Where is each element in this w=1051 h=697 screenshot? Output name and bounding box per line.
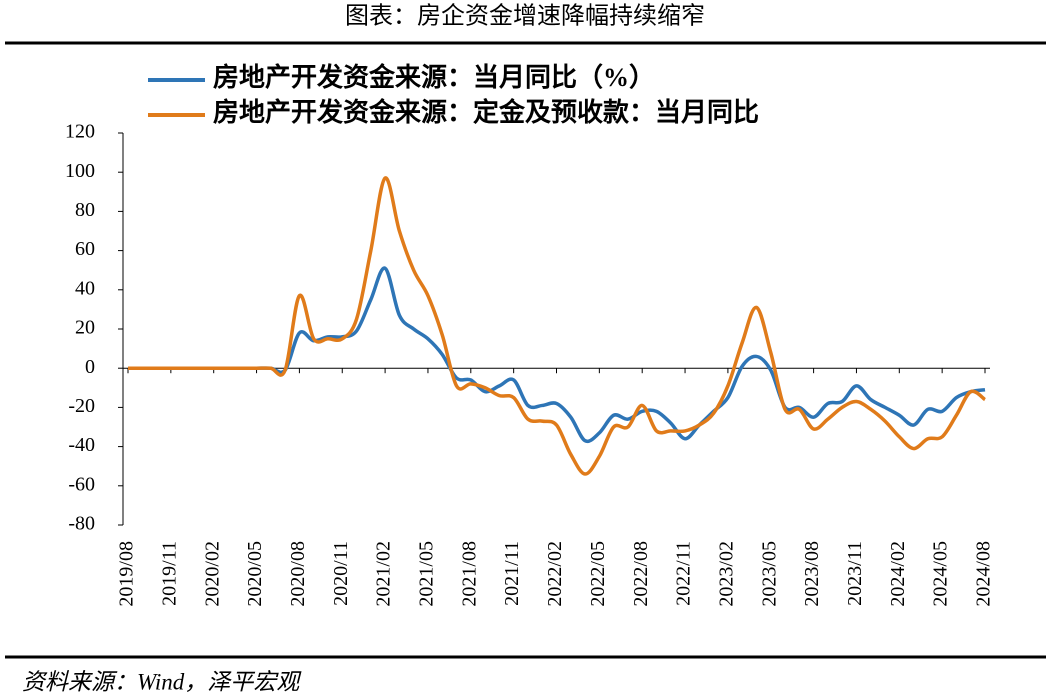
- x-tick-label: 2024/08: [973, 541, 995, 607]
- x-tick-label: 2024/05: [930, 541, 952, 607]
- chart-title: 图表：房企资金增速降幅持续缩窄: [345, 3, 705, 30]
- x-tick-label: 2023/11: [844, 541, 866, 606]
- x-tick-label: 2022/05: [587, 541, 609, 607]
- y-tick-label: 60: [75, 238, 95, 260]
- y-tick-label: -20: [68, 395, 95, 417]
- x-tick-label: 2022/08: [630, 541, 652, 607]
- x-tick-label: 2023/02: [715, 541, 737, 607]
- x-tick-label: 2020/11: [330, 541, 352, 606]
- y-tick-label: 100: [65, 160, 95, 182]
- x-tick-label: 2023/08: [801, 541, 823, 607]
- x-tick-label: 2019/11: [158, 541, 180, 606]
- y-tick-label: 120: [65, 121, 95, 143]
- source-note: 资料来源：Wind，泽平宏观: [22, 669, 302, 694]
- y-tick-label: -60: [68, 473, 95, 495]
- x-tick-label: 2021/11: [501, 541, 523, 606]
- x-tick-label: 2020/08: [287, 541, 309, 607]
- y-tick-label: 80: [75, 199, 95, 221]
- x-tick-label: 2022/11: [673, 541, 695, 606]
- x-tick-label: 2019/08: [116, 541, 138, 607]
- y-tick-label: -40: [68, 434, 95, 456]
- y-tick-label: -80: [68, 513, 95, 535]
- series-line: [128, 176, 987, 476]
- x-tick-label: 2024/02: [887, 541, 909, 607]
- legend-label: 房地产开发资金来源：当月同比（%）: [213, 62, 655, 92]
- x-tick-label: 2020/05: [244, 541, 266, 607]
- y-tick-label: 0: [85, 356, 95, 378]
- x-tick-label: 2023/05: [758, 541, 780, 607]
- y-tick-label: 20: [75, 317, 95, 339]
- x-tick-label: 2021/02: [373, 541, 395, 607]
- x-tick-label: 2021/05: [416, 541, 438, 607]
- series-line: [128, 266, 986, 444]
- x-tick-label: 2020/02: [201, 541, 223, 607]
- x-tick-label: 2021/08: [458, 541, 480, 607]
- y-tick-label: 40: [75, 277, 95, 299]
- legend-label: 房地产开发资金来源：定金及预收款：当月同比: [213, 97, 759, 127]
- x-tick-label: 2022/02: [544, 541, 566, 607]
